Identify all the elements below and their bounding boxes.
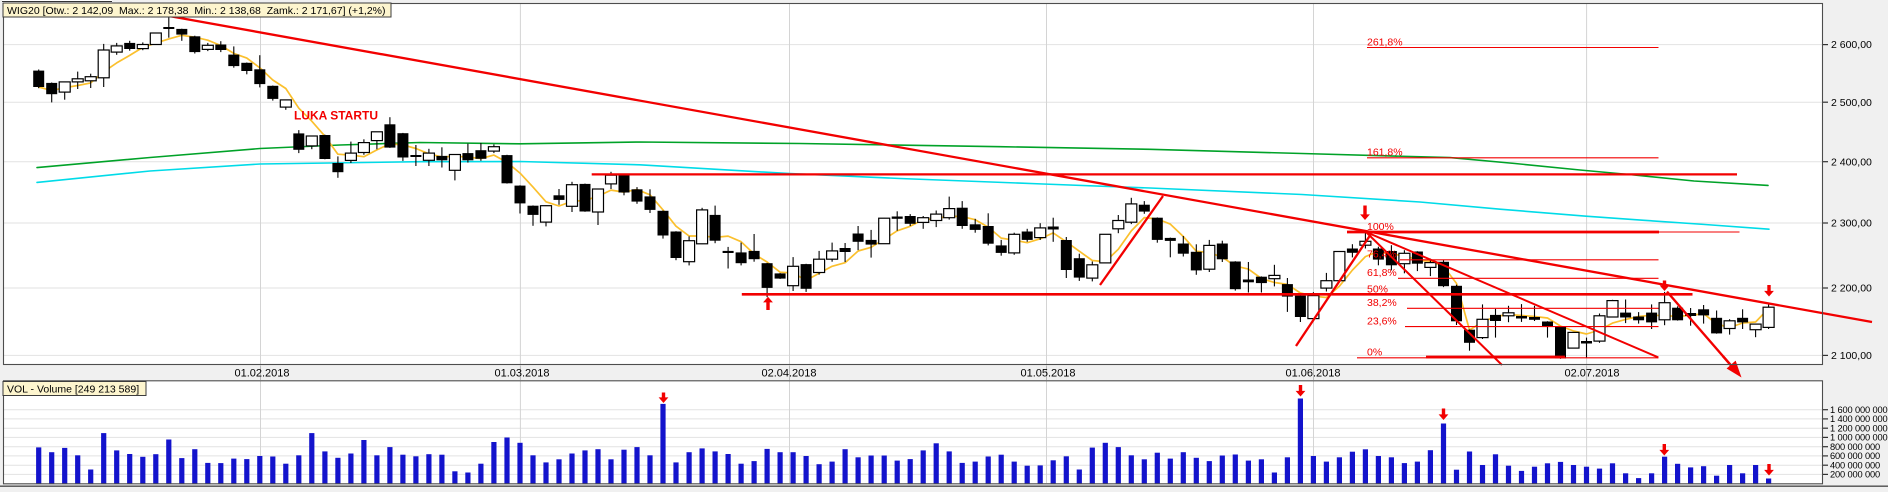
svg-text:LUKA STARTU: LUKA STARTU	[294, 109, 378, 123]
svg-text:01.03.2018: 01.03.2018	[494, 368, 549, 380]
svg-text:1 000 000 000: 1 000 000 000	[1830, 433, 1888, 443]
svg-text:23,6%: 23,6%	[1367, 315, 1397, 327]
svg-text:261,8%: 261,8%	[1367, 36, 1403, 48]
svg-text:2 200,00: 2 200,00	[1831, 283, 1872, 295]
svg-text:161,8%: 161,8%	[1367, 147, 1403, 159]
svg-text:2 100,00: 2 100,00	[1831, 350, 1872, 362]
svg-text:100%: 100%	[1367, 221, 1394, 233]
svg-text:1 400 000 000: 1 400 000 000	[1830, 414, 1888, 424]
svg-text:01.02.2018: 01.02.2018	[234, 368, 289, 380]
svg-text:600 000 000: 600 000 000	[1830, 451, 1880, 461]
svg-text:02.07.2018: 02.07.2018	[1564, 368, 1619, 380]
svg-text:50%: 50%	[1367, 283, 1388, 295]
svg-text:2 300,00: 2 300,00	[1831, 218, 1872, 230]
svg-text:76,4%: 76,4%	[1367, 249, 1397, 261]
svg-text:WIG20 [Otw.: 2 142,09 Max.: 2: WIG20 [Otw.: 2 142,09 Max.: 2 178,38 Min…	[7, 5, 386, 17]
svg-text:01.05.2018: 01.05.2018	[1020, 368, 1075, 380]
svg-text:0%: 0%	[1367, 347, 1382, 359]
svg-text:1 200 000 000: 1 200 000 000	[1830, 423, 1888, 433]
svg-text:2 400,00: 2 400,00	[1831, 156, 1872, 168]
svg-text:400 000 000: 400 000 000	[1830, 460, 1880, 470]
svg-text:2 500,00: 2 500,00	[1831, 97, 1872, 109]
svg-text:01.06.2018: 01.06.2018	[1285, 368, 1340, 380]
svg-text:1 600 000 000: 1 600 000 000	[1830, 405, 1888, 415]
svg-text:200 000 000: 200 000 000	[1830, 470, 1880, 480]
svg-text:02.04.2018: 02.04.2018	[761, 368, 816, 380]
svg-text:61,8%: 61,8%	[1367, 267, 1397, 279]
svg-text:2 600,00: 2 600,00	[1831, 39, 1872, 51]
svg-text:VOL - Volume [249 213 589]: VOL - Volume [249 213 589]	[7, 384, 139, 396]
svg-text:38,2%: 38,2%	[1367, 297, 1397, 309]
svg-text:800 000 000: 800 000 000	[1830, 442, 1880, 452]
